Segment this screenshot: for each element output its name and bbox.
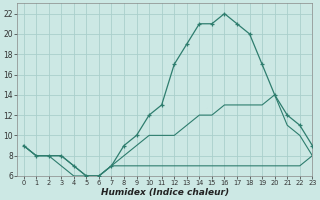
X-axis label: Humidex (Indice chaleur): Humidex (Indice chaleur)	[101, 188, 229, 197]
